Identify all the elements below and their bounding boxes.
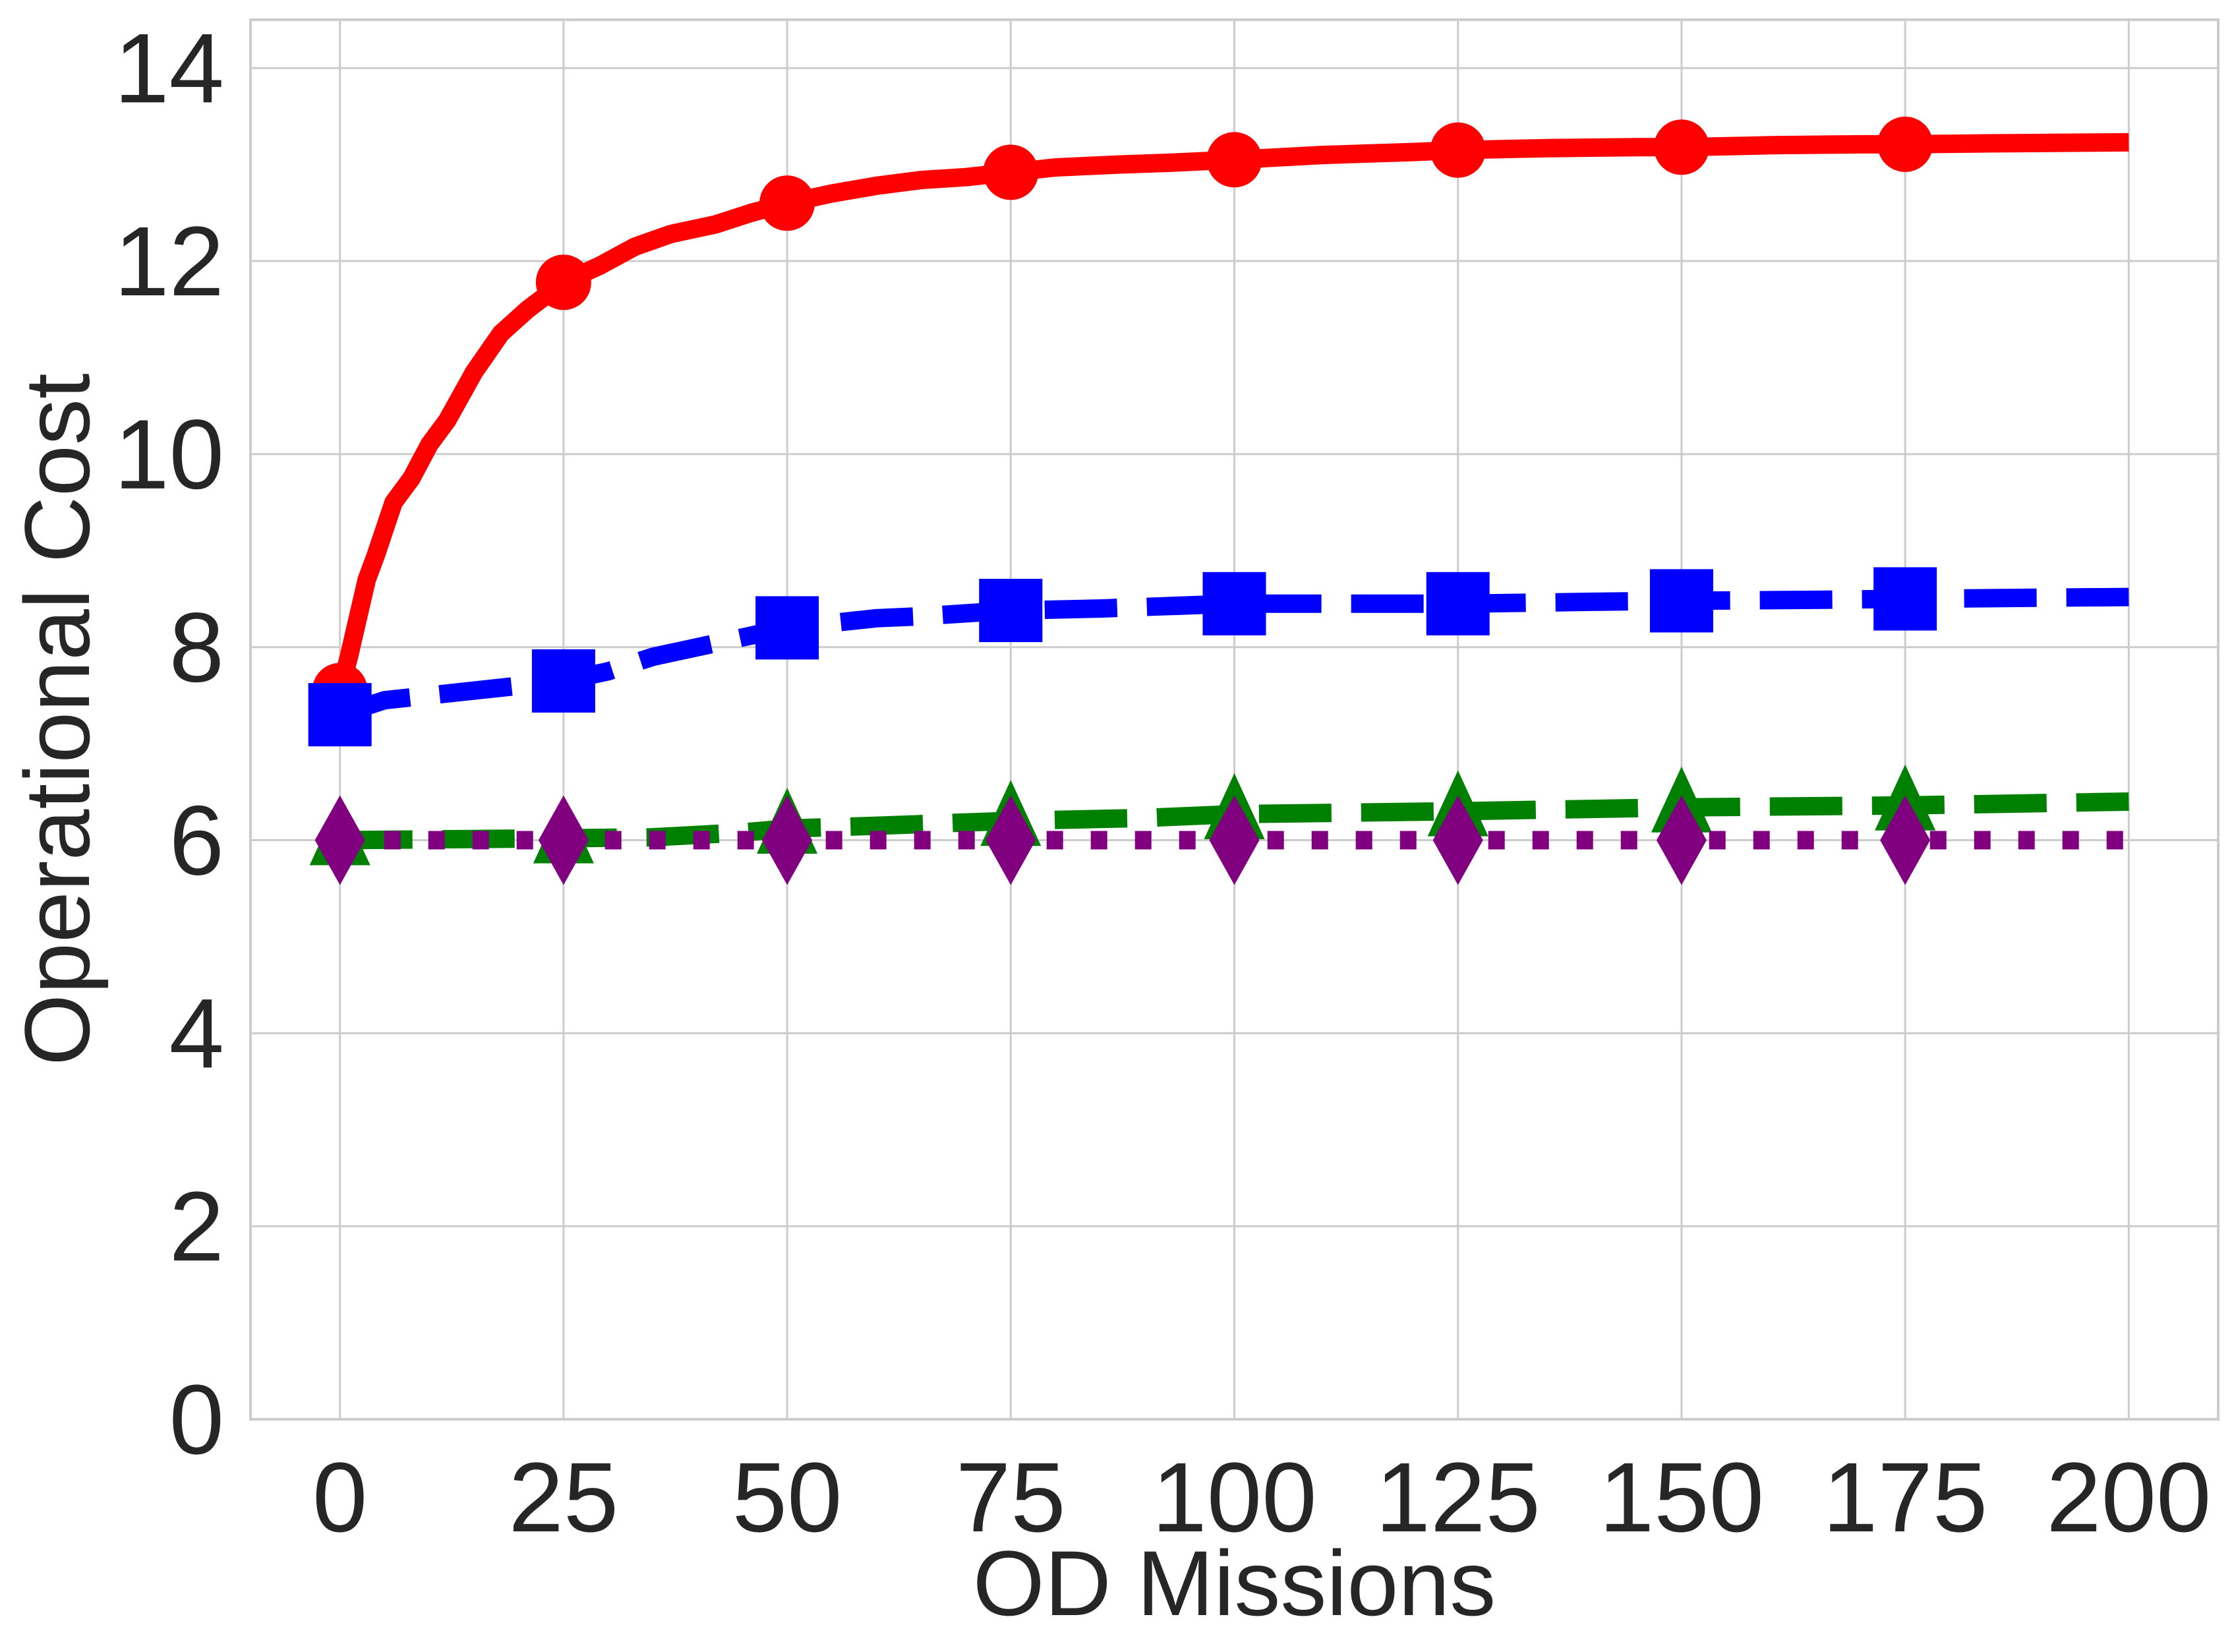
series-4 [314, 795, 2129, 885]
x-axis-label: OD Missions [973, 1531, 1496, 1635]
data-point-marker [759, 175, 815, 231]
y-tick-label: 0 [169, 1364, 224, 1475]
data-point-marker [1873, 567, 1937, 631]
x-tick-label: 100 [1152, 1442, 1316, 1552]
series-line [331, 133, 2129, 693]
data-point-marker [1426, 572, 1490, 635]
y-axis-label: Operational Cost [5, 373, 109, 1066]
data-point-marker [538, 795, 589, 885]
plot-border [249, 18, 2220, 1421]
y-tick-label: 6 [169, 785, 224, 896]
data-point-marker [308, 683, 372, 747]
data-point-marker [762, 795, 813, 885]
plot-frame [249, 18, 2220, 1421]
data-point-marker [1653, 119, 1709, 175]
data-point-marker [1202, 572, 1266, 635]
data-point-marker [314, 795, 365, 885]
x-tick-label: 25 [508, 1442, 618, 1552]
data-point-marker [1430, 122, 1486, 178]
data-point-marker [1432, 795, 1483, 885]
data-point-marker [531, 649, 595, 713]
data-point-marker [1656, 795, 1707, 885]
y-tick-label: 4 [169, 978, 224, 1088]
y-tick-label: 14 [114, 13, 224, 123]
data-point-marker [1206, 132, 1262, 188]
data-point-marker [979, 579, 1043, 643]
y-tick-label: 12 [114, 206, 224, 316]
data-point-marker [1649, 569, 1713, 633]
data-point-marker [983, 144, 1039, 200]
y-tick-label: 8 [169, 592, 224, 703]
data-point-marker [1880, 795, 1931, 885]
data-point-marker [1209, 795, 1260, 885]
x-tick-label: 0 [312, 1442, 367, 1552]
series-2 [308, 567, 2129, 747]
y-tick-label: 10 [114, 399, 224, 510]
x-tick-label: 50 [732, 1442, 842, 1552]
data-point-marker [755, 596, 819, 660]
x-tick-label: 175 [1823, 1442, 1987, 1552]
data-point-marker [535, 254, 591, 310]
y-tick-label: 2 [169, 1171, 224, 1282]
x-tick-label: 200 [2046, 1442, 2211, 1552]
tick-labels: 0 25 50 75 100 125 150 175 200 0 2 4 6 8 10 12 14 [114, 13, 2211, 1552]
x-tick-label: 125 [1376, 1442, 1541, 1552]
data-point-marker [1877, 116, 1933, 172]
series-layer [308, 116, 2129, 885]
data-point-marker [986, 795, 1036, 885]
series-line [337, 587, 2129, 724]
grid-layer [250, 20, 2218, 1421]
x-tick-label: 150 [1599, 1442, 1764, 1552]
series-1 [312, 116, 2129, 719]
x-tick-label: 75 [956, 1442, 1066, 1552]
